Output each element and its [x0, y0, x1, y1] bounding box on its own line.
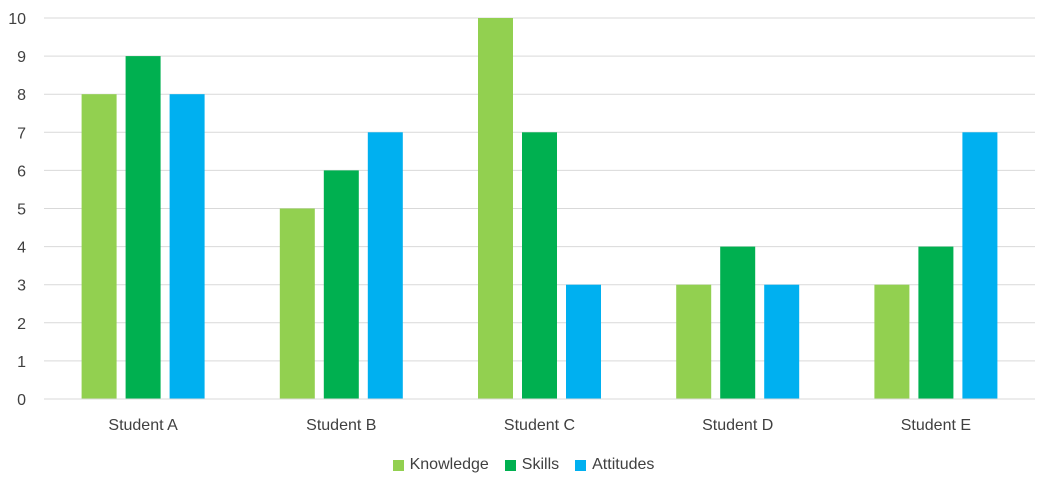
- y-tick-label: 5: [17, 202, 26, 219]
- bar-attitudes: [169, 94, 205, 399]
- bar-skills: [125, 56, 161, 399]
- bar-attitudes: [367, 132, 403, 400]
- y-tick-label: 1: [17, 354, 26, 371]
- y-tick-label: 7: [17, 125, 26, 142]
- x-tick-label: Student B: [306, 417, 376, 434]
- bar-knowledge: [478, 18, 513, 399]
- legend-item-skills: Skills: [504, 456, 560, 474]
- bar-knowledge: [279, 208, 315, 399]
- bar-skills: [720, 246, 756, 399]
- legend-swatch-attitudes: [575, 459, 587, 471]
- y-tick-label: 10: [8, 11, 26, 28]
- bar-skills: [522, 132, 557, 400]
- bar-attitudes: [566, 284, 601, 399]
- x-tick-label: Student E: [901, 417, 971, 434]
- bar-knowledge: [81, 94, 117, 399]
- bar-attitudes: [764, 284, 800, 399]
- y-tick-label: 6: [17, 163, 26, 180]
- legend-label-attitudes: Attitudes: [592, 456, 655, 473]
- y-tick-label: 9: [17, 49, 26, 66]
- bar-attitudes: [962, 132, 998, 400]
- legend-label-knowledge: Knowledge: [409, 456, 489, 473]
- y-tick-label: 8: [17, 87, 26, 104]
- bar-knowledge: [676, 284, 712, 399]
- legend-item-knowledge: Knowledge: [392, 456, 489, 474]
- legend-label-skills: Skills: [521, 456, 560, 473]
- bar-knowledge: [874, 284, 910, 399]
- y-tick-label: 3: [17, 278, 26, 295]
- y-tick-label: 2: [17, 316, 26, 333]
- x-tick-label: Student D: [702, 417, 773, 434]
- y-tick-label: 4: [17, 240, 26, 257]
- y-tick-label: 0: [17, 392, 26, 409]
- bar-skills: [918, 246, 954, 399]
- x-tick-label: Student A: [108, 417, 178, 434]
- legend-swatch-skills: [504, 459, 516, 471]
- bar-chart: 0 1 2 3 4 5 6 7 8 9 10 Student A Student B Student C S…: [8, 11, 1035, 434]
- legend: Knowledge Skills Attitudes: [0, 456, 1047, 474]
- legend-swatch-knowledge: [392, 459, 404, 471]
- bar-skills: [323, 170, 359, 399]
- x-tick-label: Student C: [504, 417, 575, 434]
- legend-item-attitudes: Attitudes: [575, 456, 654, 474]
